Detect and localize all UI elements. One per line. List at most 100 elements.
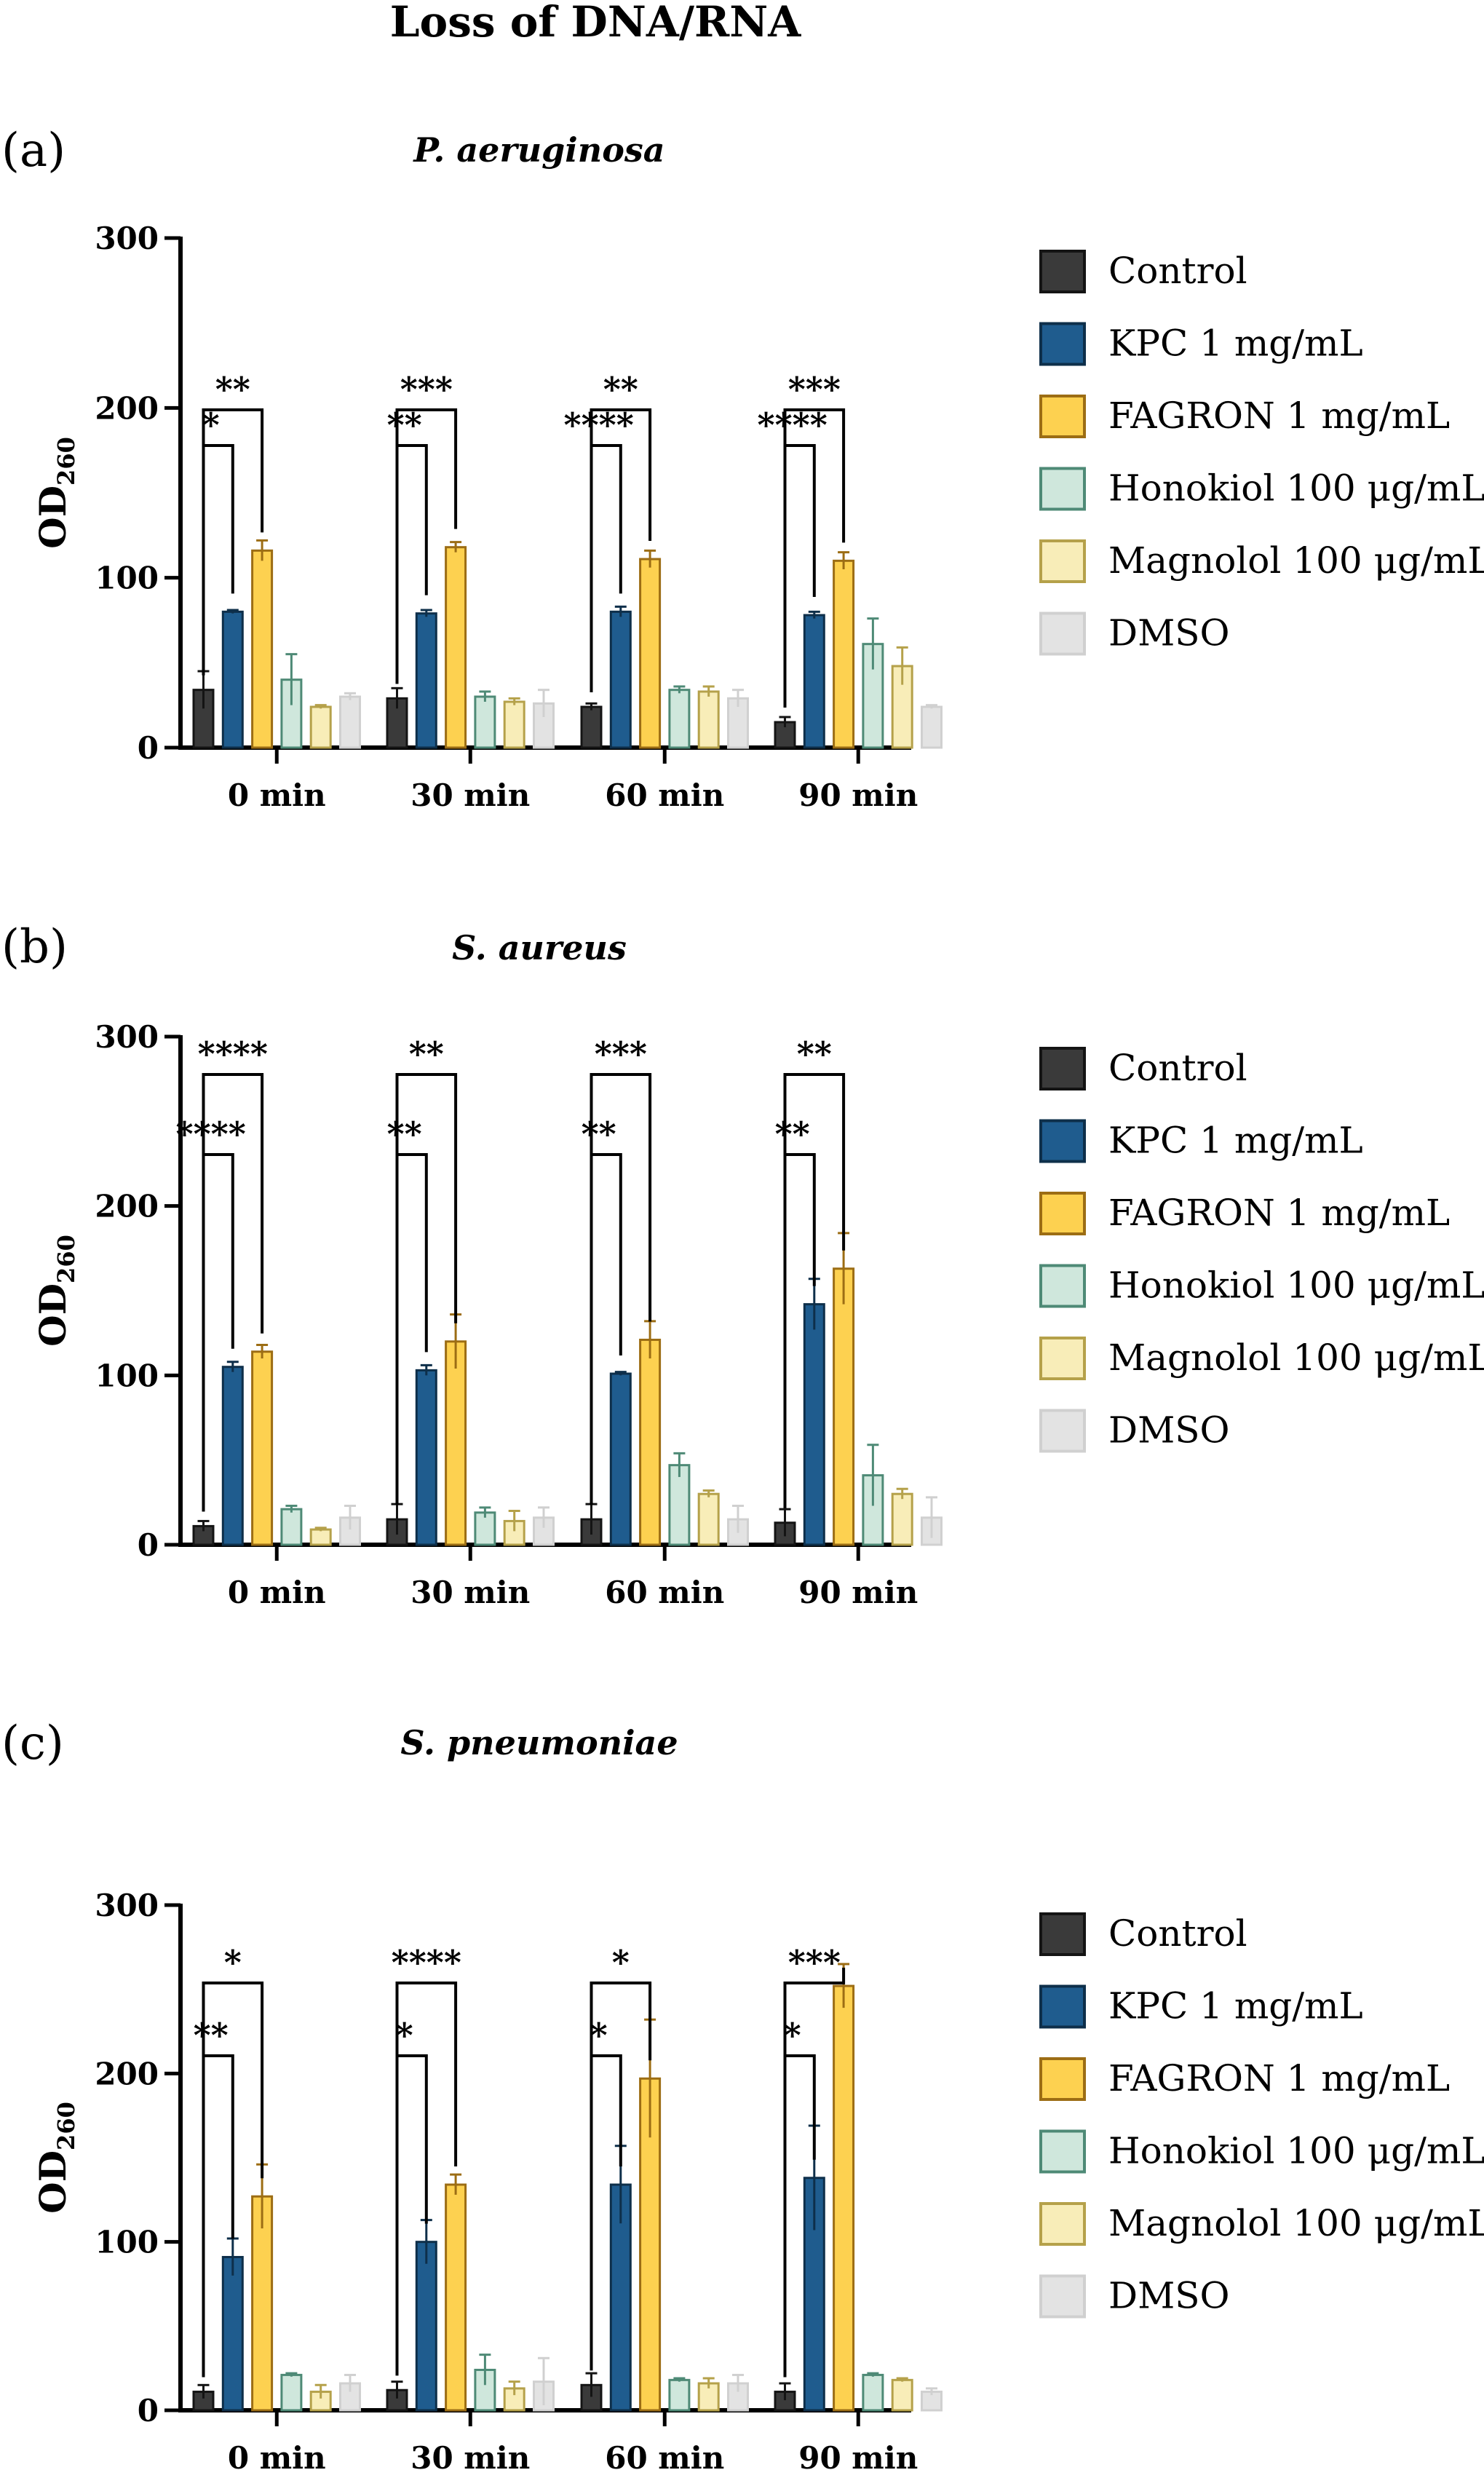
legend-label: Honokiol 100 μg/mL xyxy=(1108,1264,1484,1307)
y-axis-label: OD260 xyxy=(31,437,80,549)
significance-label: **** xyxy=(176,1115,246,1154)
significance-label: ** xyxy=(603,370,638,409)
x-tick-label: 90 min xyxy=(798,777,918,813)
bar xyxy=(503,1519,525,1546)
bar xyxy=(891,1492,913,1546)
y-tick-label: 0 xyxy=(138,1527,159,1563)
significance-bracket xyxy=(783,2054,816,2378)
significance-label: * xyxy=(396,2016,413,2055)
panel-label: (a) xyxy=(1,124,66,178)
y-tick-label: 200 xyxy=(95,2056,159,2091)
bar xyxy=(803,1303,825,1546)
legend-label: Control xyxy=(1108,250,1247,292)
significance-label: *** xyxy=(788,370,841,409)
significance-bracket xyxy=(590,1153,622,1505)
significance-label: ** xyxy=(194,2016,229,2055)
bar xyxy=(668,1464,691,1546)
bar xyxy=(445,2183,467,2412)
legend-label: Control xyxy=(1108,1912,1247,1955)
significance-label: **** xyxy=(198,1034,268,1074)
y-axis-label-subscript: 260 xyxy=(52,1235,80,1283)
bar xyxy=(251,1350,274,1546)
bar xyxy=(609,1372,632,1546)
significance-label: * xyxy=(612,1943,630,1982)
legend-swatch xyxy=(1039,250,1086,293)
legend-swatch xyxy=(1039,467,1086,511)
legend-label: Control xyxy=(1108,1047,1247,1089)
bar xyxy=(309,1528,332,1546)
x-tick-label: 90 min xyxy=(798,1575,918,1610)
legend-label: DMSO xyxy=(1108,1409,1230,1452)
bar xyxy=(339,2382,361,2412)
legend-swatch xyxy=(1039,1912,1086,1956)
legend-label: FAGRON 1 mg/mL xyxy=(1108,395,1450,437)
significance-label: ** xyxy=(409,1034,444,1074)
bar xyxy=(668,2378,691,2412)
y-tick-label: 100 xyxy=(95,2225,159,2260)
y-tick-label: 300 xyxy=(95,1888,159,1923)
legend-swatch xyxy=(1039,1119,1086,1163)
significance-bracket xyxy=(590,2054,622,2371)
legend-swatch xyxy=(1039,2057,1086,2101)
bar xyxy=(415,2241,437,2412)
significance-label: * xyxy=(202,405,220,445)
bar xyxy=(503,700,525,749)
bar xyxy=(415,612,437,749)
bar xyxy=(639,558,662,749)
bar xyxy=(474,1511,496,1546)
legend-label: Honokiol 100 μg/mL xyxy=(1108,2130,1484,2172)
bar xyxy=(891,2378,913,2412)
x-tick-label: 90 min xyxy=(798,2440,918,2476)
significance-label: **** xyxy=(758,405,828,445)
significance-label: *** xyxy=(400,370,453,409)
bar xyxy=(309,705,332,749)
y-tick-label: 100 xyxy=(95,1358,159,1393)
bar xyxy=(221,610,244,749)
bar xyxy=(580,705,603,749)
legend-swatch xyxy=(1039,322,1086,366)
y-axis-label-subscript: 260 xyxy=(52,437,80,486)
bar xyxy=(609,610,632,749)
x-tick-label: 0 min xyxy=(228,1575,326,1610)
significance-bracket xyxy=(202,444,234,676)
significance-label: ** xyxy=(582,1115,616,1154)
y-tick-label: 200 xyxy=(95,1189,159,1224)
significance-label: *** xyxy=(595,1034,647,1074)
bar xyxy=(445,546,467,749)
bar xyxy=(697,1492,720,1546)
x-tick-label: 60 min xyxy=(605,777,724,813)
x-tick-label: 60 min xyxy=(605,2440,724,2476)
y-tick-label: 0 xyxy=(138,730,159,766)
legend-label: KPC 1 mg/mL xyxy=(1108,1120,1363,1162)
significance-label: **** xyxy=(392,1943,461,1982)
bar xyxy=(386,697,408,749)
legend-label: Honokiol 100 μg/mL xyxy=(1108,467,1484,510)
bar xyxy=(415,1369,437,1546)
significance-label: ** xyxy=(387,405,422,445)
x-tick-label: 30 min xyxy=(410,777,530,813)
bar xyxy=(251,549,274,749)
significance-label: **** xyxy=(564,405,634,445)
legend-swatch xyxy=(1039,1984,1086,2029)
bar xyxy=(833,1984,855,2412)
bar xyxy=(280,1508,303,1546)
legend-swatch xyxy=(1039,1047,1086,1090)
significance-label: * xyxy=(784,2016,801,2055)
bar xyxy=(833,1267,855,1546)
y-axis-label: OD260 xyxy=(31,2102,80,2214)
y-tick-label: 300 xyxy=(95,221,159,256)
x-tick-label: 30 min xyxy=(410,1575,530,1610)
legend-label: FAGRON 1 mg/mL xyxy=(1108,2057,1450,2099)
legend-swatch xyxy=(1039,611,1086,656)
legend-swatch xyxy=(1039,2202,1086,2246)
significance-label: ** xyxy=(387,1115,422,1154)
significance-label: ** xyxy=(797,1034,832,1074)
bar xyxy=(639,1338,662,1546)
x-tick-label: 0 min xyxy=(228,2440,326,2476)
significance-bracket xyxy=(590,444,622,692)
bar xyxy=(697,690,720,749)
